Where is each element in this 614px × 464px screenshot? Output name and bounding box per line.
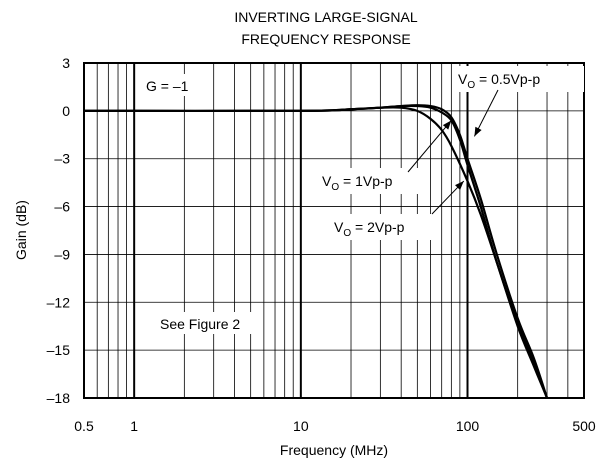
plot-frame — [83, 62, 585, 399]
x-axis-label: Frequency (MHz) — [280, 442, 388, 458]
arrowhead-icon — [474, 126, 482, 137]
y-tick-label: –6 — [54, 199, 70, 215]
x-tick-label: 1 — [130, 418, 138, 434]
gain-annotation-bg — [140, 74, 208, 96]
series-line-1 — [83, 104, 549, 399]
arrowhead-icon — [442, 120, 452, 130]
y-tick-label: 0 — [62, 103, 70, 119]
series-line-2 — [83, 104, 549, 399]
x-tick-label: 100 — [456, 418, 480, 434]
series-label-3: VO = 2Vp-p — [334, 219, 405, 239]
series-label-1: VO = 0.5Vp-p — [458, 71, 540, 91]
grid-lines — [84, 63, 584, 398]
see-figure-bg — [154, 312, 258, 334]
arrowhead-icon — [455, 181, 464, 190]
series-labels: VO = 0.5Vp-p VO = 1Vp-p VO = 2Vp-p — [318, 66, 584, 240]
y-tick-label: 3 — [62, 55, 70, 71]
x-tick-label: 0.5 — [74, 418, 94, 434]
chart-title-line-2: FREQUENCY RESPONSE — [241, 31, 410, 47]
series-label-arrow — [407, 120, 452, 173]
series-label-bg — [454, 66, 584, 92]
see-figure-annotation: See Figure 2 — [160, 316, 240, 332]
series-label-bg — [330, 214, 432, 240]
y-tick-label: –18 — [47, 390, 71, 406]
series-line-3 — [83, 106, 549, 399]
gain-annotation: G = –1 — [146, 78, 189, 94]
chart-title-line-1: INVERTING LARGE-SIGNAL — [234, 9, 418, 25]
x-tick-labels: 0.5 1 10 100 500 — [74, 418, 596, 434]
series-label-bg — [318, 168, 422, 194]
series-label-2: VO = 1Vp-p — [322, 173, 393, 193]
y-tick-label: –15 — [47, 342, 71, 358]
y-tick-label: –12 — [47, 294, 71, 310]
y-tick-label: –9 — [54, 246, 70, 262]
y-tick-label: –3 — [54, 151, 70, 167]
y-tick-labels: 3 0 –3 –6 –9 –12 –15 –18 — [47, 55, 71, 406]
x-tick-label: 10 — [293, 418, 309, 434]
y-axis-label: Gain (dB) — [13, 200, 29, 260]
series-lines — [83, 104, 549, 399]
x-tick-label: 500 — [572, 418, 596, 434]
